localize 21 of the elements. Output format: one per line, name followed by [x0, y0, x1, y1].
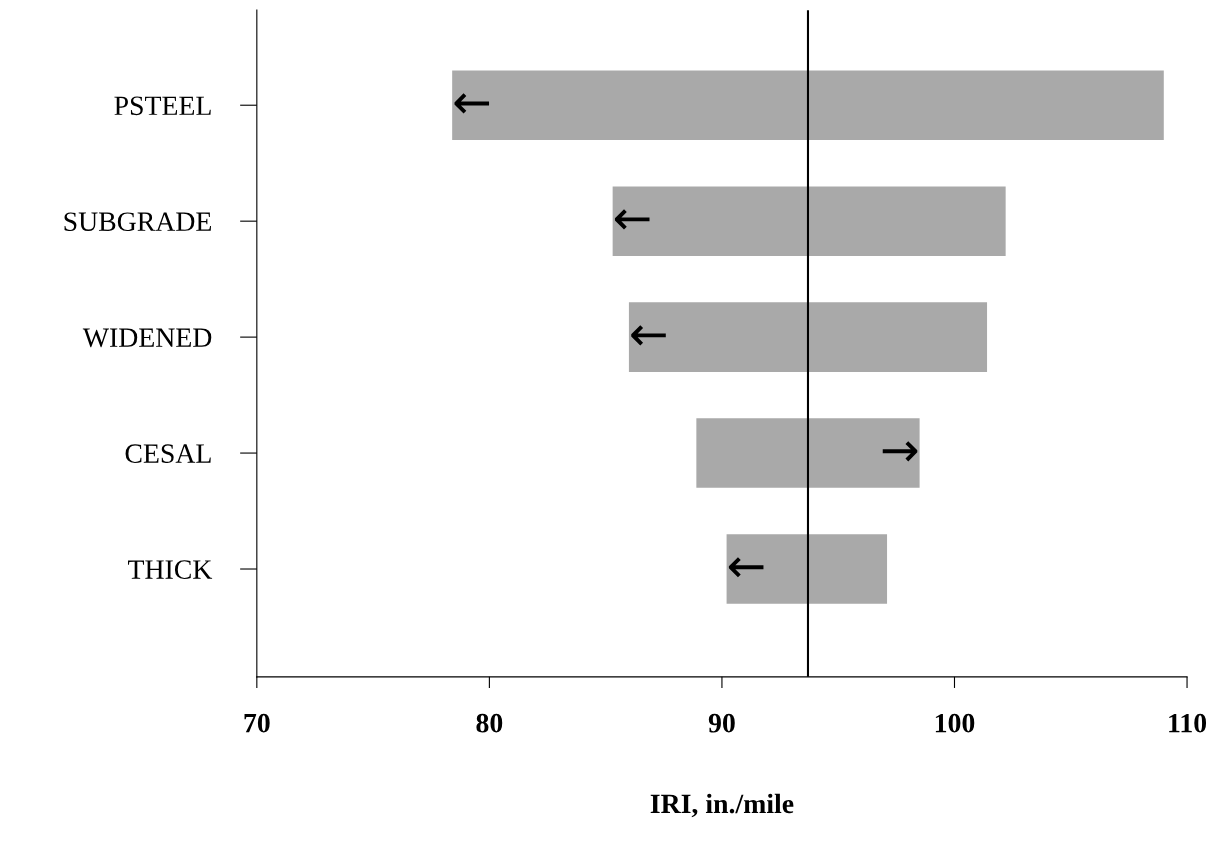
bar [696, 418, 920, 488]
y-tick-label: CESAL [125, 444, 211, 463]
annotation: ← [614, 209, 650, 230]
y-tick-label: SUBGRADE [64, 212, 211, 232]
x-tick-label: 90 [708, 713, 735, 733]
x-tick-label: 80 [476, 713, 503, 733]
bar [726, 534, 888, 604]
annotation: ← [728, 557, 764, 578]
bar [452, 70, 1164, 140]
x-tick-label: 100 [935, 713, 975, 733]
annotation: ← [454, 93, 490, 114]
annotation: → [882, 441, 918, 462]
bar [612, 186, 1006, 256]
y-tick-label: THICK [128, 560, 213, 579]
annotation: ← [631, 325, 666, 346]
bar [628, 302, 988, 372]
x-tick-label: 70 [244, 713, 270, 733]
x-tick-label: 110 [1169, 713, 1207, 733]
y-tick-label: PSTEEL [114, 96, 211, 116]
x-axis-title: IRI, in./mile [650, 793, 794, 818]
y-tick-label: WIDENED [82, 328, 212, 348]
